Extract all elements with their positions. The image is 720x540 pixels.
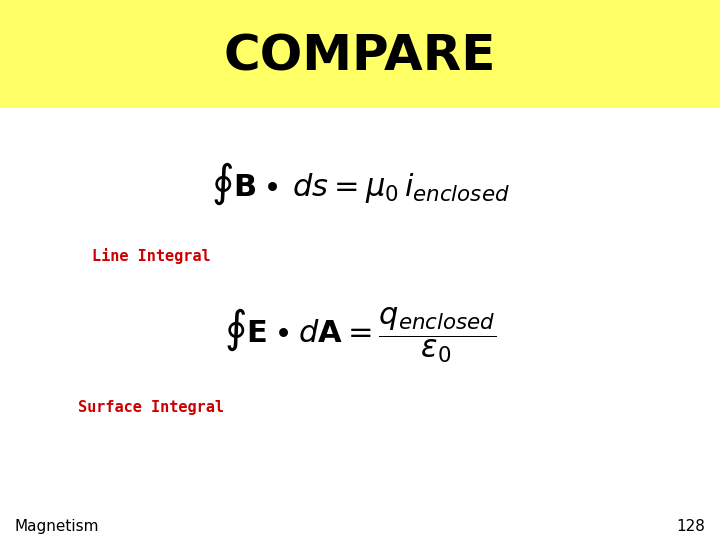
Text: Magnetism: Magnetism (14, 519, 99, 534)
Text: $\oint \mathbf{B} \bullet\, ds = \mu_0\, i_{enclosed}$: $\oint \mathbf{B} \bullet\, ds = \mu_0\,… (210, 160, 510, 207)
Text: Line Integral: Line Integral (92, 248, 210, 265)
Text: COMPARE: COMPARE (224, 33, 496, 80)
Text: $\oint \mathbf{E} \bullet d\mathbf{A} = \dfrac{q_{enclosed}}{\varepsilon_0}$: $\oint \mathbf{E} \bullet d\mathbf{A} = … (224, 305, 496, 364)
Text: Surface Integral: Surface Integral (78, 400, 224, 415)
Text: 128: 128 (677, 519, 706, 534)
FancyBboxPatch shape (0, 0, 720, 108)
